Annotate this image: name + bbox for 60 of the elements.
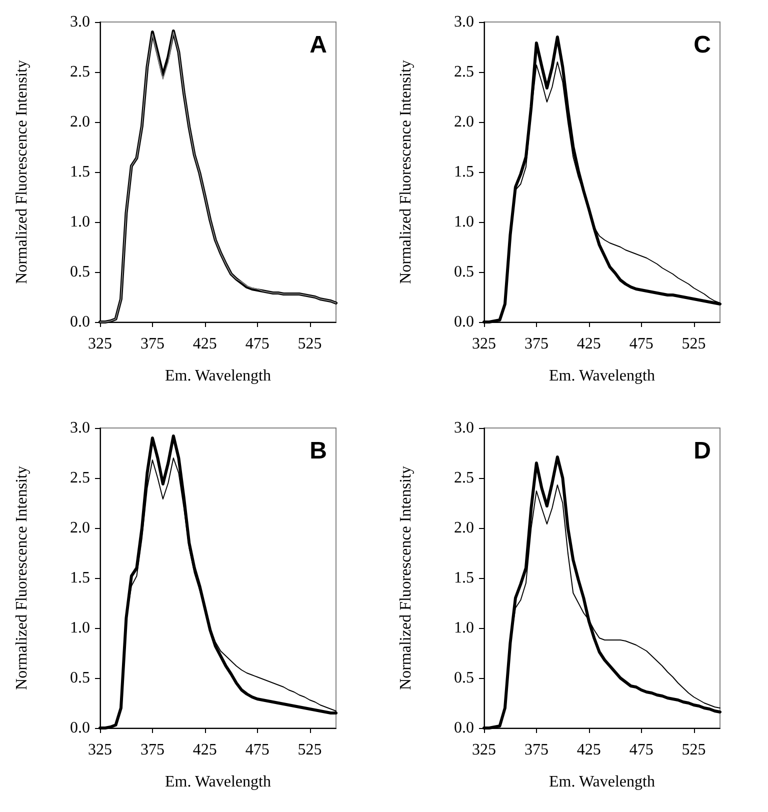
- y-tick-label: 1.0: [70, 620, 90, 636]
- x-axis-title: Em. Wavelength: [165, 368, 271, 384]
- y-tick-label: 0.0: [70, 314, 90, 330]
- x-tick-label: 525: [298, 336, 322, 352]
- y-tick-label: 3.0: [70, 420, 90, 436]
- chart-title: C: [694, 32, 712, 58]
- x-tick-label: 375: [524, 336, 548, 352]
- y-tick-label: 3.0: [70, 14, 90, 30]
- x-tick-label: 425: [192, 336, 217, 352]
- x-tick-label: 375: [140, 336, 164, 352]
- x-tick-label: 525: [298, 742, 322, 758]
- y-axis-title: Normalized Fluorescence Intensity: [14, 60, 30, 284]
- x-axis-title: Em. Wavelength: [549, 368, 655, 384]
- y-tick-label: 2.0: [70, 114, 90, 130]
- chart-title: D: [694, 438, 712, 464]
- y-tick-label: 0.5: [70, 264, 90, 280]
- x-axis-title: Em. Wavelength: [165, 774, 271, 790]
- x-tick-label: 475: [245, 742, 270, 758]
- chart-title: A: [310, 32, 328, 58]
- y-tick-label: 0.5: [454, 264, 474, 280]
- y-tick-label: 2.5: [70, 470, 90, 486]
- x-tick-label: 475: [629, 336, 654, 352]
- x-tick-label: 475: [629, 742, 654, 758]
- y-tick-label: 2.5: [454, 64, 474, 80]
- y-tick-label: 3.0: [454, 420, 474, 436]
- x-tick-label: 325: [472, 742, 496, 758]
- y-tick-label: 0.0: [70, 720, 90, 736]
- x-tick-label: 525: [682, 336, 706, 352]
- chart-title: B: [310, 438, 328, 464]
- y-tick-label: 0.0: [454, 314, 474, 330]
- x-tick-label: 425: [192, 742, 217, 758]
- y-tick-label: 1.5: [454, 164, 474, 180]
- x-axis-title: Em. Wavelength: [549, 774, 655, 790]
- y-tick-label: 1.5: [70, 164, 90, 180]
- y-tick-label: 1.0: [454, 620, 474, 636]
- y-tick-label: 1.0: [454, 214, 474, 230]
- y-tick-label: 2.0: [454, 114, 474, 130]
- x-tick-label: 325: [88, 336, 112, 352]
- x-tick-label: 425: [576, 742, 601, 758]
- y-tick-label: 0.5: [454, 670, 474, 686]
- y-tick-label: 1.5: [70, 570, 90, 586]
- y-tick-label: 2.5: [454, 470, 474, 486]
- y-tick-label: 2.0: [70, 520, 90, 536]
- y-tick-label: 2.5: [70, 64, 90, 80]
- x-tick-label: 425: [576, 336, 601, 352]
- y-tick-label: 0.5: [70, 670, 90, 686]
- y-axis-title: Normalized Fluorescence Intensity: [14, 466, 30, 690]
- y-tick-label: 2.0: [454, 520, 474, 536]
- y-axis-title: Normalized Fluorescence Intensity: [398, 466, 414, 690]
- y-axis-title: Normalized Fluorescence Intensity: [398, 60, 414, 284]
- y-tick-label: 1.5: [454, 570, 474, 586]
- x-tick-label: 325: [88, 742, 112, 758]
- y-tick-label: 1.0: [70, 214, 90, 230]
- x-tick-label: 375: [524, 742, 548, 758]
- x-tick-label: 475: [245, 336, 270, 352]
- y-tick-label: 3.0: [454, 14, 474, 30]
- y-tick-label: 0.0: [454, 720, 474, 736]
- x-tick-label: 525: [682, 742, 706, 758]
- x-tick-label: 325: [472, 336, 496, 352]
- x-tick-label: 375: [140, 742, 164, 758]
